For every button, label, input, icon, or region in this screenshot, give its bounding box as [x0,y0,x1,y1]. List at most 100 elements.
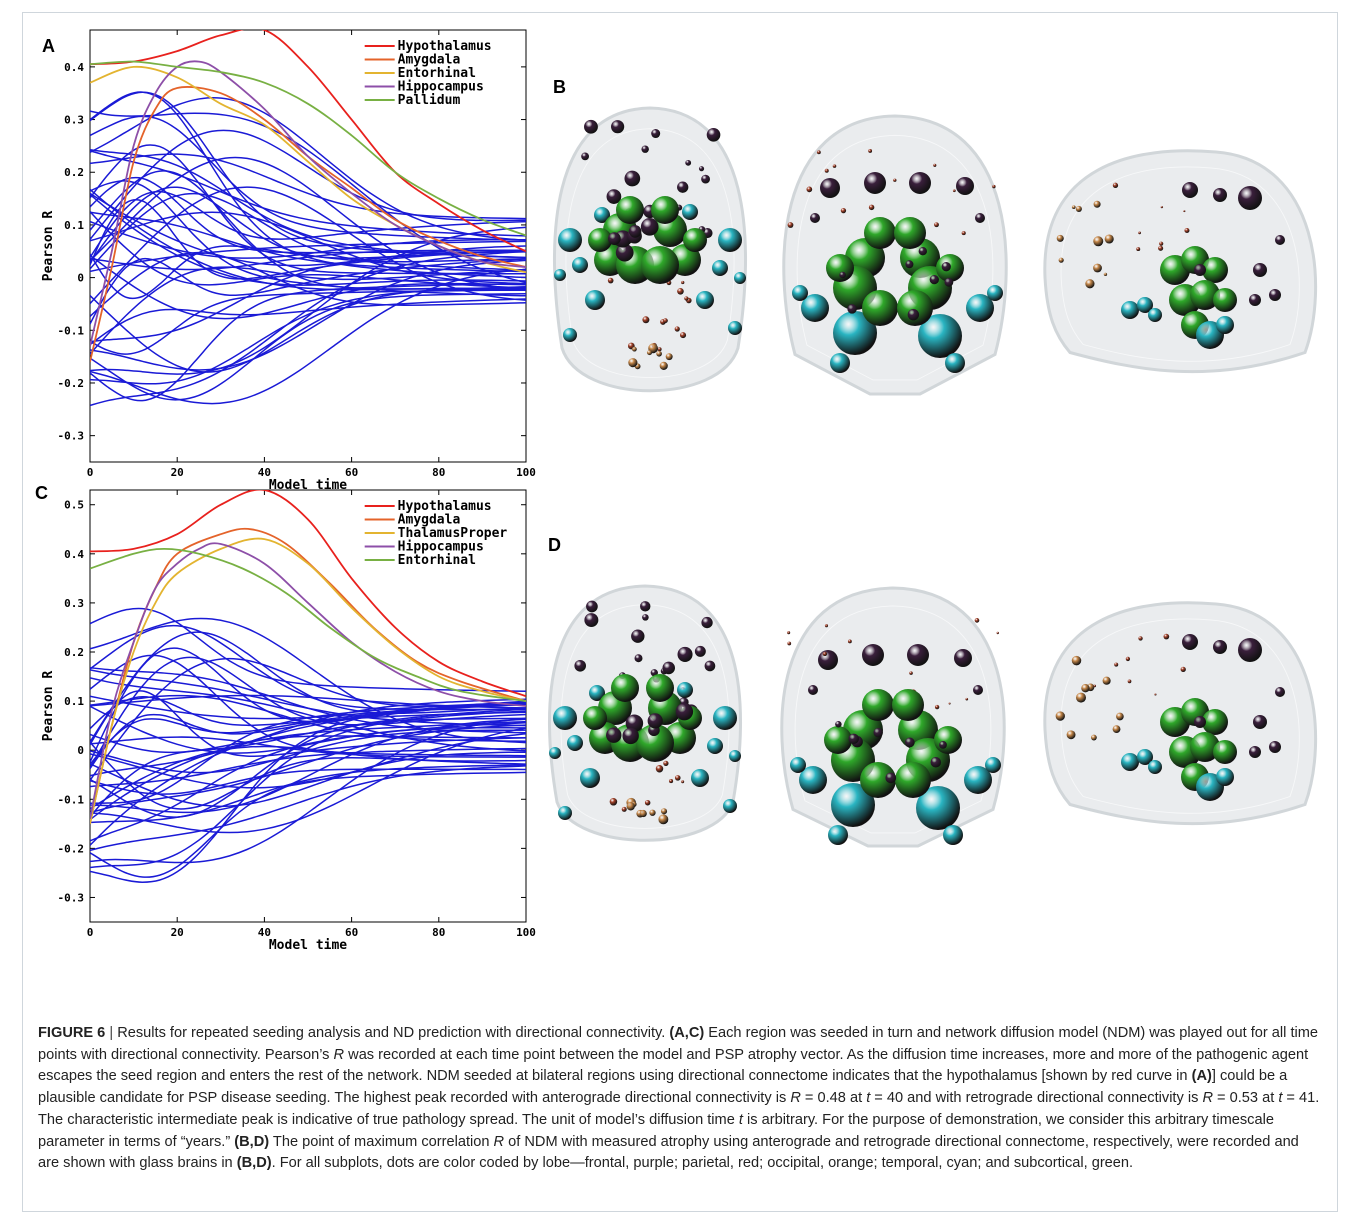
temporal-region-dot [831,783,875,827]
parietal-region-dot [787,641,792,646]
occipital-region-dot [1081,684,1090,693]
occipital-region-dot [660,808,668,815]
frontal-region-dot [873,727,883,738]
x-tick-label: 20 [171,466,184,479]
subcortical-region-dot [1213,740,1237,764]
temporal-region-dot [943,825,963,845]
parietal-region-dot [669,779,674,784]
x-axis-label: Model time [269,478,347,490]
caption-separator: | [105,1025,118,1041]
background-seed-curve [90,211,526,289]
x-tick-label: 40 [258,926,271,939]
background-seed-curve [90,698,526,777]
temporal-region-dot [713,706,737,730]
occipital-region-dot [1075,205,1082,212]
background-seed-curve [90,747,526,788]
x-axis-label: Model time [269,938,347,953]
background-seed-curve [90,741,526,810]
frontal-region-dot [909,172,931,194]
frontal-region-dot [581,152,589,161]
temporal-region-dot [696,291,714,309]
caption-ref: (A,C) [669,1025,705,1041]
frontal-region-dot [606,189,622,204]
occipital-region-dot [1103,272,1108,277]
parietal-region-dot [655,765,664,773]
occipital-region-dot [1071,655,1082,666]
parietal-region-dot [1158,245,1164,251]
background-seed-curve [90,190,526,258]
temporal-region-dot [792,285,808,301]
chart-c: 0 20 40 60 80 100 -0.3 -0.2 -0.1 0 0.1 0.2 0.3 0.4 0.5… [41,489,536,953]
chart-a: 0 20 40 60 80 100 -0.3 -0.2 -0.1 0 0.1 0.2 0.3 0.4 Mod… [41,29,536,490]
frontal-region-dot [704,660,716,672]
background-seed-curve [90,617,526,744]
frontal-region-dot [944,277,954,287]
background-seed-curve [90,607,526,692]
frontal-region-dot [628,225,642,238]
occipital-region-dot [656,350,662,357]
series-line-amygdala [90,527,526,824]
background-seed-curve [90,293,526,401]
background-seed-curve [90,718,526,814]
frontal-region-dot [904,737,915,748]
frontal-region-dot [954,649,972,667]
frontal-region-dot [1253,715,1267,729]
parietal-region-dot [965,697,969,701]
subcortical-region-dot [897,290,933,326]
frontal-region-dot [631,629,645,643]
parietal-region-dot [681,280,685,285]
occipital-region-dot [1071,205,1076,210]
parietal-region-dot [952,189,956,193]
frontal-region-dot [677,181,689,193]
background-seed-curve [90,226,526,375]
y-tick-label: 0.3 [64,597,84,610]
occipital-region-dot [1091,734,1097,741]
temporal-region-dot [1121,753,1139,771]
subcortical-region-dot [894,217,926,249]
subcortical-region-dot [824,726,852,754]
frontal-region-dot [586,600,598,613]
caption-text: . For all subplots, dots are color coded… [271,1155,1134,1172]
occipital-region-dot [639,809,647,818]
frontal-region-dot [685,159,692,166]
frontal-region-dot [634,654,643,663]
temporal-region-dot [828,825,848,845]
x-tick-label: 40 [258,466,271,479]
frontal-region-dot [641,145,649,153]
glass-brain-b-sagittal [1043,149,1318,374]
parietal-region-dot [684,296,689,301]
y-tick-label: -0.3 [58,891,85,904]
temporal-region-dot [723,799,737,813]
background-seed-curve [90,240,526,273]
parietal-region-dot [1125,656,1131,662]
background-seed-curve [90,703,526,769]
subcortical-region-dot [1213,288,1237,312]
subcortical-region-dot [895,762,931,798]
frontal-region-dot [810,213,820,223]
temporal-region-dot [1148,760,1162,774]
occipital-region-dot [1093,200,1101,208]
background-seed-curve [90,705,526,754]
y-tick-label: 0.5 [64,499,84,512]
occipital-region-dot [631,346,637,352]
frontal-region-dot [808,685,818,695]
occipital-region-dot [646,350,653,356]
temporal-region-dot [945,353,965,373]
parietal-region-dot [644,800,651,806]
background-seed-curve [90,289,526,373]
parietal-region-dot [1184,227,1190,234]
figure-caption: FIGURE 6 | Results for repeated seeding … [38,1023,1323,1175]
temporal-region-dot [790,757,806,773]
background-seed-curve [90,696,526,730]
parietal-region-dot [674,326,680,332]
frontal-region-dot [1238,186,1262,210]
frontal-region-dot [1253,263,1267,277]
y-tick-label: -0.1 [58,324,85,337]
panel-label-b: B [553,77,566,97]
frontal-region-dot [1275,687,1285,697]
x-tick-label: 100 [516,466,536,479]
frontal-region-dot [907,644,929,666]
background-seed-curve [90,97,526,241]
series-line-pallidum [90,60,526,237]
temporal-region-dot [966,294,994,322]
